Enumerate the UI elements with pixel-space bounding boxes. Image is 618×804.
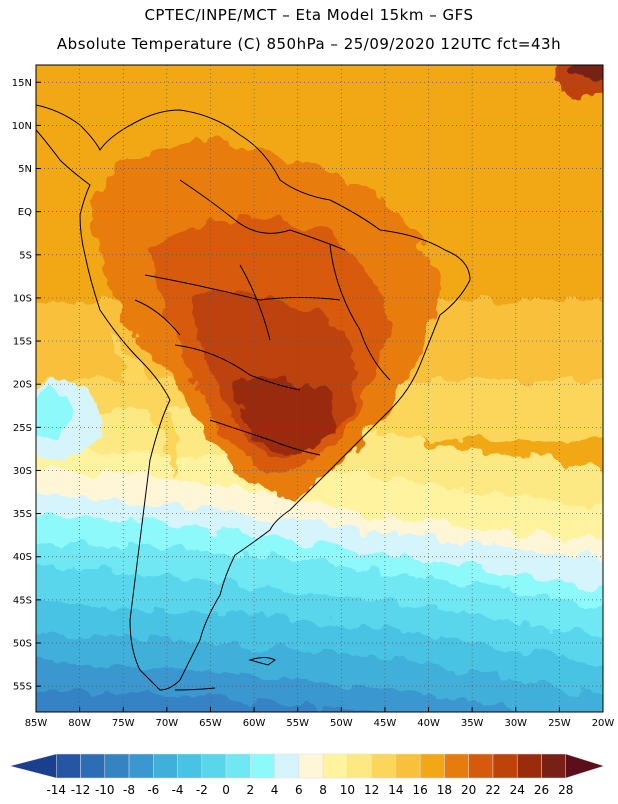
colorbar-label: -14 — [46, 783, 66, 797]
colorbar-swatch — [516, 753, 542, 779]
colorbar-label: -12 — [71, 783, 91, 797]
lat-tick-label: 55S — [13, 682, 32, 693]
colorbar-label: 4 — [271, 783, 279, 797]
colorbar-label: 22 — [485, 783, 500, 797]
colorbar-label: 6 — [295, 783, 303, 797]
colorbar-swatch — [56, 753, 81, 779]
colorbar-canvas: -14 -12 -10 -8 -6 -4 -2 0 2 4 6 8 10 12 14 16 18 20 22 24 26… — [9, 753, 605, 797]
colorbar-swatch — [177, 753, 203, 779]
temperature-map: 15N 10N 5N EQ 5S 10S 15S 20S 25S 30S 35S 40S 45S 50S 5… — [0, 60, 618, 740]
latitude-axis: 15N 10N 5N EQ 5S 10S 15S 20S 25S 30S 35S 40S 45S 50S 5… — [12, 78, 41, 693]
lat-tick-label: 5N — [18, 164, 32, 175]
map-canvas: 15N 10N 5N EQ 5S 10S 15S 20S 25S 30S 35S 40S 45S 50S 5… — [12, 64, 615, 729]
colorbar-swatch — [322, 753, 348, 779]
lon-tick-label: 60W — [243, 718, 266, 729]
colorbar-swatch — [128, 753, 154, 779]
colorbar-arrow-high — [565, 753, 605, 779]
lon-tick-label: 40W — [417, 718, 440, 729]
lat-tick-label: 45S — [13, 595, 32, 606]
colorbar-label: 10 — [340, 783, 355, 797]
lat-tick-label: 15S — [13, 337, 32, 348]
colorbar-swatch — [80, 753, 106, 779]
colorbar-label: -8 — [123, 783, 135, 797]
colorbar-label: -6 — [147, 783, 159, 797]
colorbar-arrow-low — [9, 753, 57, 779]
colorbar-swatch — [153, 753, 178, 779]
map-frame — [35, 64, 604, 713]
lat-tick-label: 10N — [12, 121, 32, 132]
colorbar-swatch — [225, 753, 251, 779]
colorbar-label: 24 — [510, 783, 525, 797]
colorbar-swatch — [104, 753, 130, 779]
lat-tick-label: 25S — [13, 423, 32, 434]
colorbar-swatch — [492, 753, 518, 779]
colorbar-swatch — [468, 753, 494, 779]
colorbar-swatch — [419, 753, 445, 779]
colorbar-label: 28 — [558, 783, 573, 797]
map-title-line-2: Absolute Temperature (C) 850hPa – 25/09/… — [56, 35, 562, 53]
lon-tick-label: 70W — [156, 718, 179, 729]
lat-tick-label: 35S — [13, 509, 32, 520]
lon-tick-label: 65W — [199, 718, 222, 729]
colorbar: -14 -12 -10 -8 -6 -4 -2 0 2 4 6 8 10 12 14 16 18 20 22 24 26… — [0, 748, 618, 800]
lon-tick-label: 45W — [374, 718, 397, 729]
lon-tick-label: 50W — [330, 718, 353, 729]
colorbar-label: -4 — [172, 783, 184, 797]
colorbar-label: 0 — [222, 783, 230, 797]
lon-tick-label: 75W — [112, 718, 135, 729]
lat-tick-label: 50S — [13, 638, 32, 649]
colorbar-swatch — [298, 753, 324, 779]
coastline-outline — [36, 104, 471, 691]
lat-tick-label: 20S — [13, 380, 32, 391]
colorbar-label: 20 — [461, 783, 476, 797]
colorbar-swatch — [201, 753, 227, 779]
lat-tick-label: 15N — [12, 78, 32, 89]
colorbar-swatch — [250, 753, 275, 779]
colorbar-label: 8 — [319, 783, 327, 797]
lon-tick-label: 35W — [461, 718, 484, 729]
longitude-axis: 85W 80W 75W 70W 65W 60W 55W 50W 45W 40W 35W 30W 25W 2… — [25, 707, 615, 729]
temperature-field — [36, 65, 603, 712]
colorbar-label: 18 — [437, 783, 452, 797]
lon-tick-label: 85W — [25, 718, 48, 729]
colorbar-label: 12 — [364, 783, 379, 797]
colorbar-swatch — [347, 753, 372, 779]
lon-tick-label: 20W — [592, 718, 615, 729]
lat-tick-label: 40S — [13, 552, 32, 563]
lon-tick-label: 30W — [504, 718, 527, 729]
map-title-line-1: CPTEC/INPE/MCT – Eta Model 15km – GFS — [144, 6, 474, 24]
lat-tick-label: 10S — [13, 293, 32, 304]
colorbar-label: -10 — [95, 783, 115, 797]
colorbar-swatch — [444, 753, 469, 779]
lon-tick-label: 55W — [286, 718, 309, 729]
colorbar-swatch — [371, 753, 397, 779]
colorbar-swatch — [274, 753, 300, 779]
lat-tick-label: 30S — [13, 466, 32, 477]
colorbar-label: 2 — [247, 783, 255, 797]
graticule — [35, 65, 604, 712]
lat-tick-label: 5S — [19, 250, 32, 261]
lat-tick-label: EQ — [18, 207, 32, 218]
colorbar-label: 16 — [413, 783, 428, 797]
colorbar-label: 14 — [388, 783, 403, 797]
colorbar-swatch — [541, 753, 566, 779]
lon-tick-label: 80W — [68, 718, 91, 729]
lon-tick-label: 25W — [548, 718, 571, 729]
colorbar-label: 26 — [534, 783, 549, 797]
colorbar-label: -2 — [196, 783, 208, 797]
colorbar-swatch — [395, 753, 421, 779]
